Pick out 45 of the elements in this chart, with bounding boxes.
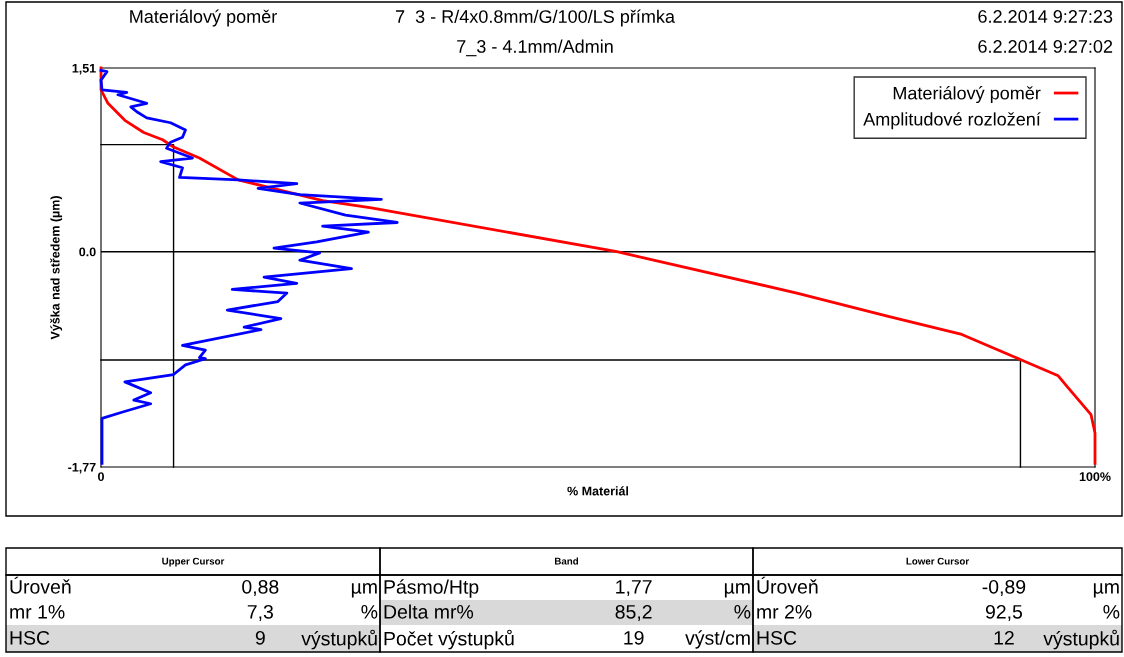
text: 7 3 - R/4x0.8mm/G/100/LS přímka xyxy=(395,9,675,27)
text: výstupků xyxy=(301,629,377,650)
y-axis-title: Výška nad středem (µm) xyxy=(50,196,63,340)
x-tick-label: 100% xyxy=(1079,472,1111,482)
text: % xyxy=(361,605,378,619)
text: mr 1% xyxy=(10,605,65,619)
x-tick-label: 0 xyxy=(98,472,104,482)
text: mr 2% xyxy=(757,604,812,619)
text: 0,88 xyxy=(242,579,279,597)
text: % xyxy=(734,605,751,619)
text: 85,2 xyxy=(615,604,652,622)
text: 7,3 xyxy=(247,604,273,622)
line-series xyxy=(99,66,1097,465)
legend-label: Materiálový poměr xyxy=(893,86,1041,104)
text: Upper Cursor xyxy=(162,557,225,567)
text: µm xyxy=(724,583,750,598)
text: 6.2.2014 9:27:02 xyxy=(978,40,1113,53)
y-tick-label: 0.0 xyxy=(79,247,96,257)
text: 1,77 xyxy=(616,580,652,597)
legend-label: Amplitudové rozložení xyxy=(863,112,1041,130)
text: Počet výstupků xyxy=(384,629,514,650)
text: µm xyxy=(1093,583,1119,598)
text: Delta mr% xyxy=(384,604,474,619)
text: Band xyxy=(555,557,579,565)
text: výst/cm xyxy=(685,630,750,649)
text: HSC xyxy=(757,630,797,645)
y-tick-label: -1,77 xyxy=(68,462,96,474)
text: 6.2.2014 9:27:23 xyxy=(978,10,1113,23)
y-tick-label: 1,51 xyxy=(72,63,96,75)
text: 9 xyxy=(255,630,265,645)
text: HSC xyxy=(10,630,50,645)
text: Úroveň xyxy=(10,576,71,594)
text: 92,5 xyxy=(985,604,1023,622)
text: µm xyxy=(351,583,377,598)
text: % xyxy=(1103,605,1120,619)
text: 7_3 - 4.1mm/Admin xyxy=(457,39,613,57)
text: 12 xyxy=(994,630,1014,645)
text: Lower Cursor xyxy=(906,557,969,565)
text: -0,89 xyxy=(982,579,1026,597)
x-axis-title: % Materiál xyxy=(567,486,629,496)
text: Úroveň xyxy=(757,576,818,594)
text: 19 xyxy=(624,630,644,645)
text: výstupků xyxy=(1043,629,1119,650)
text: Pásmo/Htp xyxy=(384,579,479,598)
chart-title: Materiálový poměr xyxy=(130,9,277,27)
